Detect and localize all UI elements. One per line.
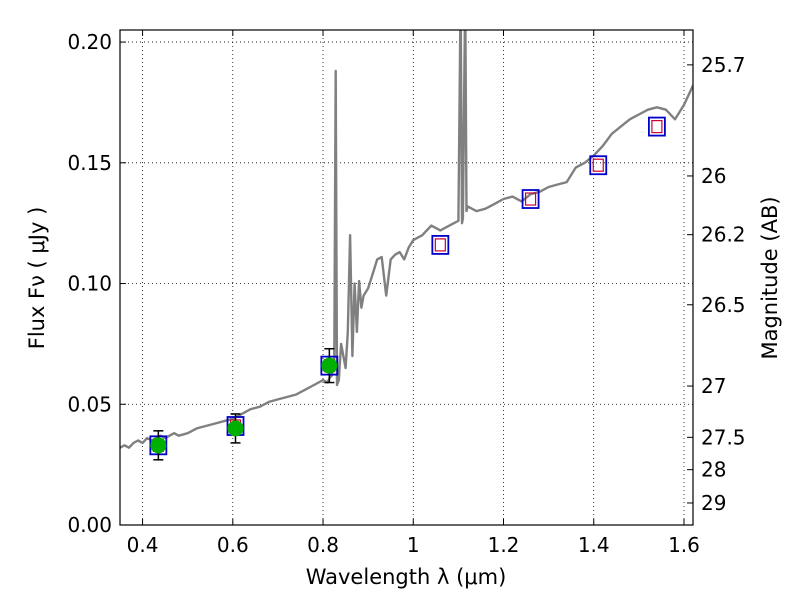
mag-tick-label: 26 bbox=[701, 164, 726, 188]
tick-layer: 0.4 0.6 0.8 1 1.2 1.4 1.6 0.00 0.05 0.10 0.15 0.20 2… bbox=[67, 30, 746, 557]
model-photometry-box bbox=[521, 189, 540, 209]
mag-tick-label: 27 bbox=[701, 374, 726, 398]
model-photometry-box bbox=[648, 116, 666, 137]
plot-frame bbox=[119, 29, 694, 526]
x-tick-label: 1 bbox=[407, 533, 420, 557]
data-layer bbox=[120, 30, 693, 449]
mag-tick-label: 28 bbox=[701, 458, 726, 482]
y2-axis-label: Magnitude (AB) bbox=[758, 196, 782, 359]
y-tick-label: 0.00 bbox=[67, 513, 112, 537]
mag-tick-label: 26.5 bbox=[701, 293, 746, 317]
mag-tick-label: 26.2 bbox=[701, 223, 746, 247]
y-tick-label: 0.05 bbox=[67, 392, 112, 416]
x-tick-label: 1.4 bbox=[578, 533, 610, 557]
model-photometry-inner bbox=[434, 238, 446, 252]
x-tick-label: 0.6 bbox=[217, 533, 249, 557]
x-tick-label: 1.6 bbox=[668, 533, 700, 557]
mag-tick-label: 29 bbox=[701, 491, 726, 515]
x-tick-label: 0.8 bbox=[307, 533, 339, 557]
x-tick-label: 0.4 bbox=[127, 533, 159, 557]
y-tick-label: 0.10 bbox=[67, 272, 112, 296]
y-axis-label: Flux Fν ( μJy ) bbox=[25, 207, 49, 350]
spectrum-line bbox=[120, 30, 693, 449]
y-tick-label: 0.15 bbox=[67, 151, 112, 175]
mag-tick-label: 27.5 bbox=[701, 425, 746, 449]
x-tick-label: 1.2 bbox=[488, 533, 520, 557]
model-photometry-box bbox=[431, 235, 450, 255]
model-photometry-inner bbox=[592, 158, 604, 172]
observed-photometry-point bbox=[150, 437, 167, 454]
y-tick-label: 0.20 bbox=[67, 30, 112, 54]
model-photometry-inner bbox=[524, 192, 537, 206]
model-photometry-inner bbox=[651, 119, 663, 134]
mag-tick-label: 25.7 bbox=[701, 53, 746, 77]
x-axis-label: Wavelength λ (μm) bbox=[306, 565, 507, 589]
observed-photometry-point bbox=[321, 357, 338, 374]
model-photometry-box bbox=[589, 155, 608, 176]
observed-photometry-point bbox=[227, 420, 244, 437]
points-layer bbox=[149, 116, 666, 461]
plot-background bbox=[120, 30, 693, 525]
